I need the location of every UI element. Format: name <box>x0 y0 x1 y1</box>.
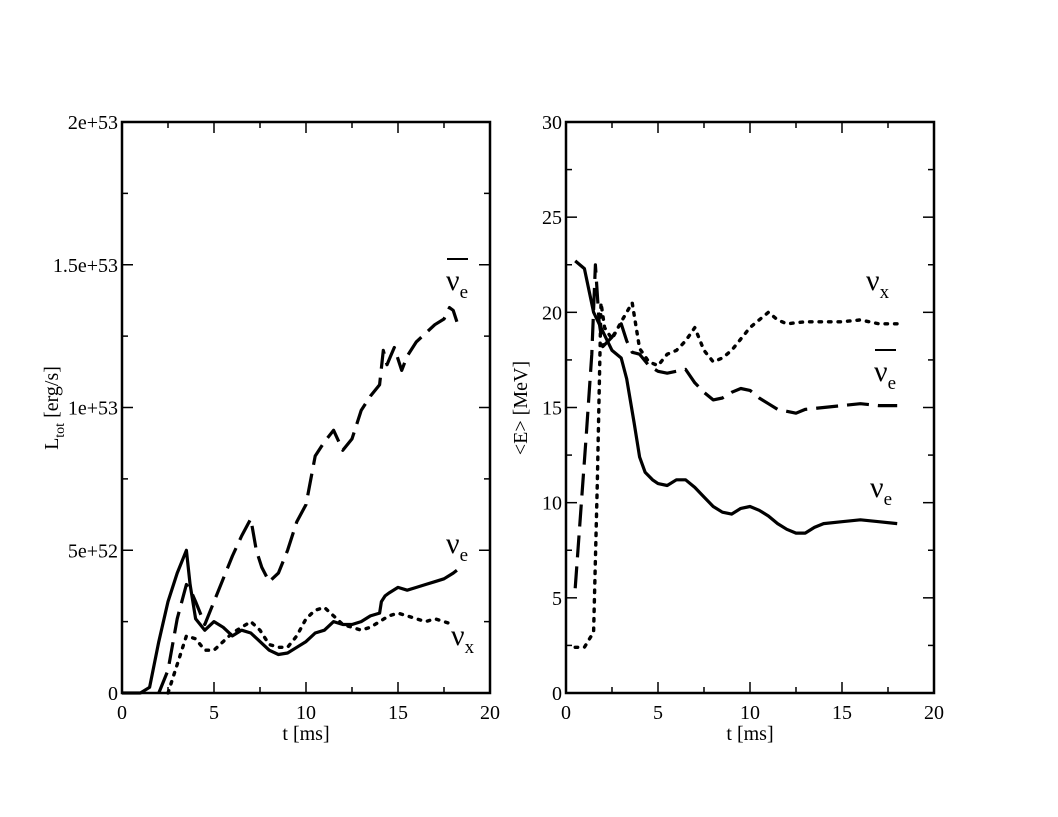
series-label-nu_e: νe <box>446 527 468 566</box>
series-label-nu_e_bar: νe <box>446 258 468 303</box>
y-axis-title: <E> [MeV] <box>510 361 532 455</box>
y-tick-label: 20 <box>542 302 562 324</box>
x-axis-title: t [ms] <box>726 723 773 745</box>
x-tick-label: 5 <box>209 702 219 724</box>
series-label-nu_x: νx <box>866 264 890 303</box>
x-tick-label: 0 <box>561 702 571 724</box>
series-label-nu_x: νx <box>451 619 475 658</box>
y-tick-label: 0 <box>552 683 562 705</box>
y-tick-label: 2e+53 <box>68 112 118 134</box>
y-tick-label: 30 <box>542 112 562 134</box>
right-panel-mean-energy: 0 5 10 15 20 0 5 10 15 20 25 30 t [ms] <E> [MeV] νe νe ν… <box>510 112 944 745</box>
svg-text:νx: νx <box>451 619 475 658</box>
x-tick-label: 20 <box>480 702 500 724</box>
plot-frame <box>120 120 492 695</box>
series-label-nu_e: νe <box>870 471 892 510</box>
series-line-nu_e <box>574 259 898 535</box>
svg-text:νe: νe <box>446 527 468 566</box>
y-tick-label: 0 <box>108 683 118 705</box>
series-line-nu_x <box>166 605 455 695</box>
x-tick-label: 15 <box>832 702 852 724</box>
y-tick-label: 10 <box>542 493 562 515</box>
series-line-nu_e_bar <box>573 263 898 589</box>
svg-text:νx: νx <box>866 264 890 303</box>
y-tick-label: 5 <box>552 588 562 610</box>
svg-text:νe: νe <box>446 264 468 303</box>
series-line-nu_e <box>122 548 458 695</box>
series-label-nu_e_bar: νe <box>874 349 896 394</box>
plot-frame <box>564 120 936 695</box>
x-tick-label: 10 <box>740 702 760 724</box>
x-tick-label: 0 <box>117 702 127 724</box>
x-tick-label: 5 <box>653 702 663 724</box>
svg-text:νe: νe <box>874 355 896 394</box>
y-tick-label: 15 <box>542 398 562 420</box>
x-tick-label: 20 <box>924 702 944 724</box>
y-tick-label: 5e+52 <box>68 540 118 562</box>
y-tick-label: 25 <box>542 207 562 229</box>
svg-text:νe: νe <box>870 471 892 510</box>
series-line-nu_x <box>573 301 899 649</box>
x-axis-title: t [ms] <box>282 723 329 745</box>
x-tick-label: 10 <box>296 702 316 724</box>
y-tick-label: 1e+53 <box>68 398 118 420</box>
y-axis-title: Ltot [erg/s] <box>41 366 68 450</box>
left-panel-luminosity: 0 5 10 15 20 0 5e+52 1e+53 1.5e+53 2e+53 t [ms] Lto… <box>41 112 500 745</box>
series-line-nu_e_bar <box>157 306 459 694</box>
x-tick-label: 15 <box>388 702 408 724</box>
y-tick-label: 1.5e+53 <box>53 255 118 277</box>
